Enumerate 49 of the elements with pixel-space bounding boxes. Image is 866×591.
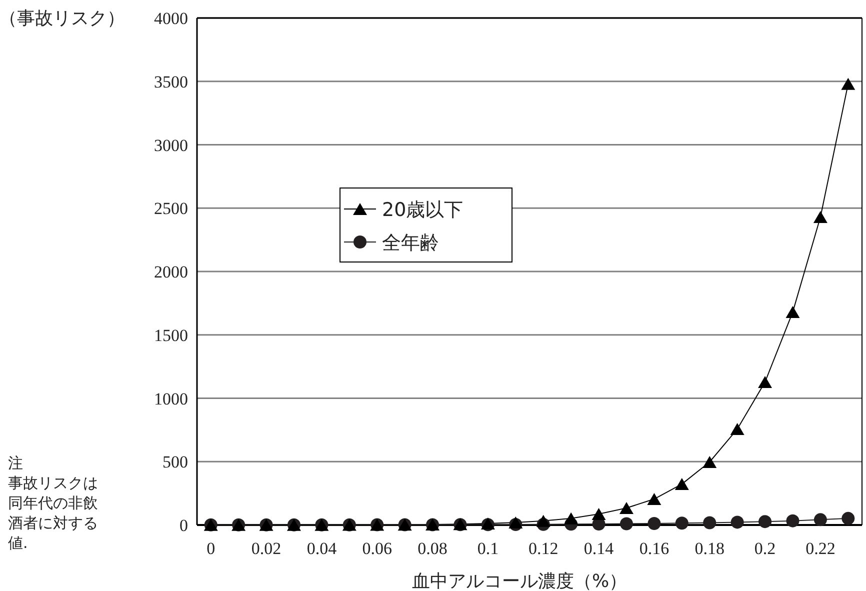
point: [842, 512, 855, 525]
y-tick-label: 1500: [154, 326, 188, 345]
x-tick-label: 0.12: [528, 539, 558, 558]
y-tick-label: 500: [162, 452, 188, 472]
x-tick-label: 0.18: [694, 539, 724, 558]
x-tick-label: 0.02: [251, 539, 282, 558]
point: [786, 514, 800, 528]
y-axis-title: （事故リスク）: [0, 8, 125, 29]
y-tick-label: 3500: [154, 72, 188, 92]
x-tick-label: 0.08: [418, 539, 448, 558]
x-tick-label: 0: [206, 539, 216, 558]
y-tick-label: 0: [180, 516, 188, 535]
y-tick-label: 2000: [154, 262, 188, 282]
legend-label: 20歳以下: [382, 199, 464, 221]
legend-label: 全年齢: [382, 232, 439, 254]
x-tick-label: 0.06: [362, 539, 392, 558]
point: [564, 512, 578, 524]
point: [703, 516, 716, 530]
x-tick-label: 0.2: [754, 539, 776, 558]
point: [786, 306, 800, 318]
point: [730, 423, 744, 436]
point: [758, 515, 772, 528]
x-tick-label: 0.14: [584, 539, 614, 558]
y-tick-label: 3000: [154, 136, 188, 155]
point: [813, 211, 828, 223]
point: [647, 493, 662, 506]
point: [702, 456, 717, 468]
point: [592, 508, 606, 520]
point: [841, 78, 856, 90]
point: [536, 514, 550, 527]
y-tick-label: 4000: [154, 9, 188, 28]
point: [648, 516, 661, 530]
x-tick-label: 0.16: [639, 539, 670, 558]
y-tick-label: 1000: [154, 389, 188, 408]
point: [508, 516, 523, 528]
point: [620, 517, 633, 530]
text: 事故リスクは同年代の非飲酒者に対する値.: [8, 474, 98, 552]
x-axis-title: 血中アルコール濃度（%）: [412, 571, 628, 591]
x-tick-label: 0.22: [806, 539, 836, 558]
text: 注: [8, 454, 23, 472]
x-tick-label: 0.1: [477, 539, 499, 558]
point: [619, 502, 634, 514]
point: [758, 376, 772, 388]
y-tick-label: 2500: [154, 199, 188, 218]
x-tick-label: 0.04: [306, 539, 338, 558]
point: [814, 513, 827, 526]
point: [730, 516, 744, 529]
point: [674, 478, 689, 490]
point: [675, 516, 688, 530]
